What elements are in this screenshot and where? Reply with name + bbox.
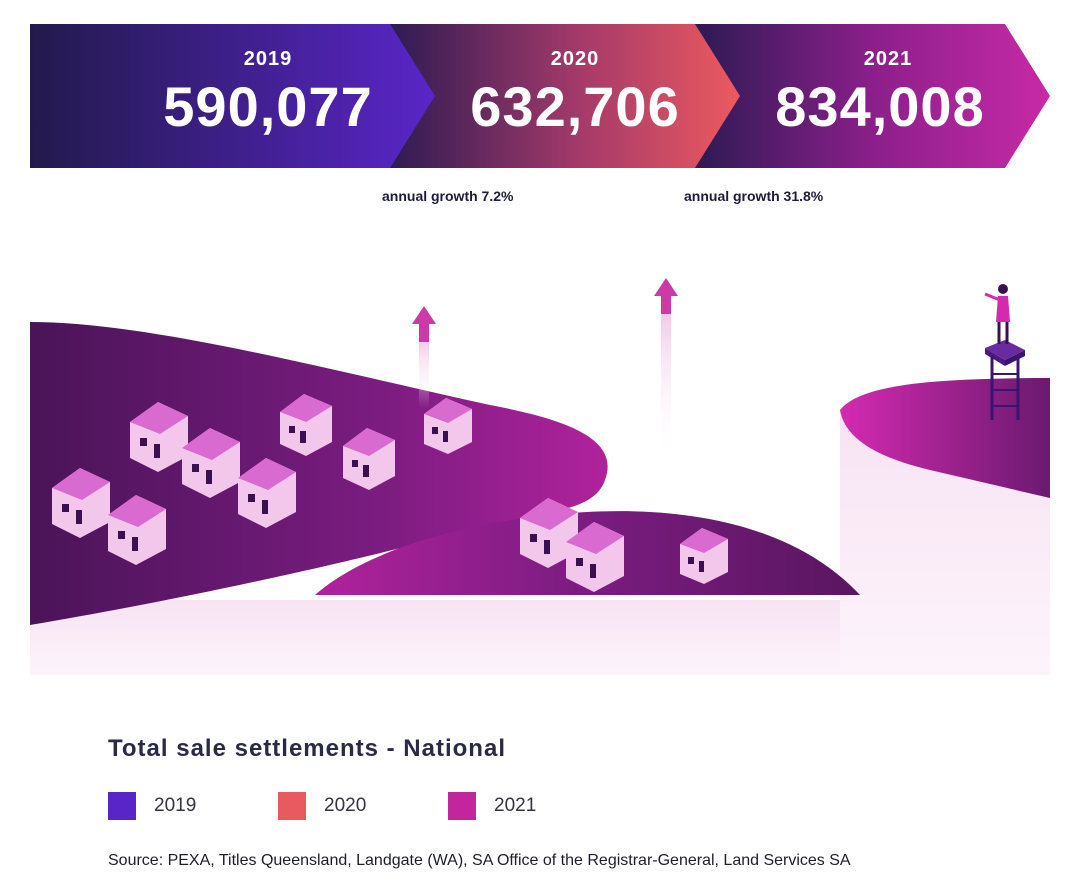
year-label-2020: 2020: [550, 48, 600, 70]
year-value-2021: 834,008: [775, 75, 985, 138]
house: [520, 498, 578, 568]
house: [130, 402, 188, 472]
house: [680, 528, 728, 584]
chart-title: Total sale settlements - National: [108, 735, 506, 762]
house: [52, 468, 110, 538]
cliff-base-left: [30, 600, 850, 675]
growth-arrow-2021: [654, 278, 678, 460]
year-value-2020: 632,706: [470, 75, 680, 138]
banner-segment-2019: [30, 24, 435, 168]
year-label-2021: 2021: [863, 48, 913, 70]
house: [424, 398, 472, 454]
year-label-2019: 2019: [243, 48, 293, 70]
house: [238, 458, 296, 528]
lookout-tower: [985, 340, 1025, 420]
legend-item-2021: 2021: [448, 792, 536, 820]
legend-label-2021: 2021: [494, 795, 537, 816]
house: [280, 394, 332, 456]
houses: [52, 394, 728, 592]
growth-label-2021: annual growth 31.8%: [684, 188, 824, 204]
house: [343, 428, 395, 490]
legend-swatch-2020: [278, 792, 306, 820]
person-figure: [984, 284, 1010, 344]
legend-swatch-2019: [108, 792, 136, 820]
year-value-2019: 590,077: [163, 75, 373, 138]
housing-illustration: [30, 278, 1050, 675]
house: [108, 495, 166, 565]
source-note: Source: PEXA, Titles Queensland, Landgat…: [108, 852, 851, 869]
banner-segment-2021: [690, 24, 1050, 168]
year-banner: [30, 24, 1050, 168]
legend-item-2019: 2019: [108, 792, 196, 820]
growth-arrow-2020: [412, 306, 436, 408]
legend-item-2020: 2020: [278, 792, 366, 820]
hill-right: [840, 378, 1050, 498]
legend-label-2020: 2020: [324, 795, 367, 816]
legend-label-2019: 2019: [154, 795, 197, 816]
legend-swatch-2021: [448, 792, 476, 820]
house: [182, 428, 240, 498]
hill-left: [30, 322, 608, 625]
house: [566, 522, 624, 592]
banner-segment-2020: [385, 24, 740, 168]
growth-label-2020: annual growth 7.2%: [382, 188, 514, 204]
